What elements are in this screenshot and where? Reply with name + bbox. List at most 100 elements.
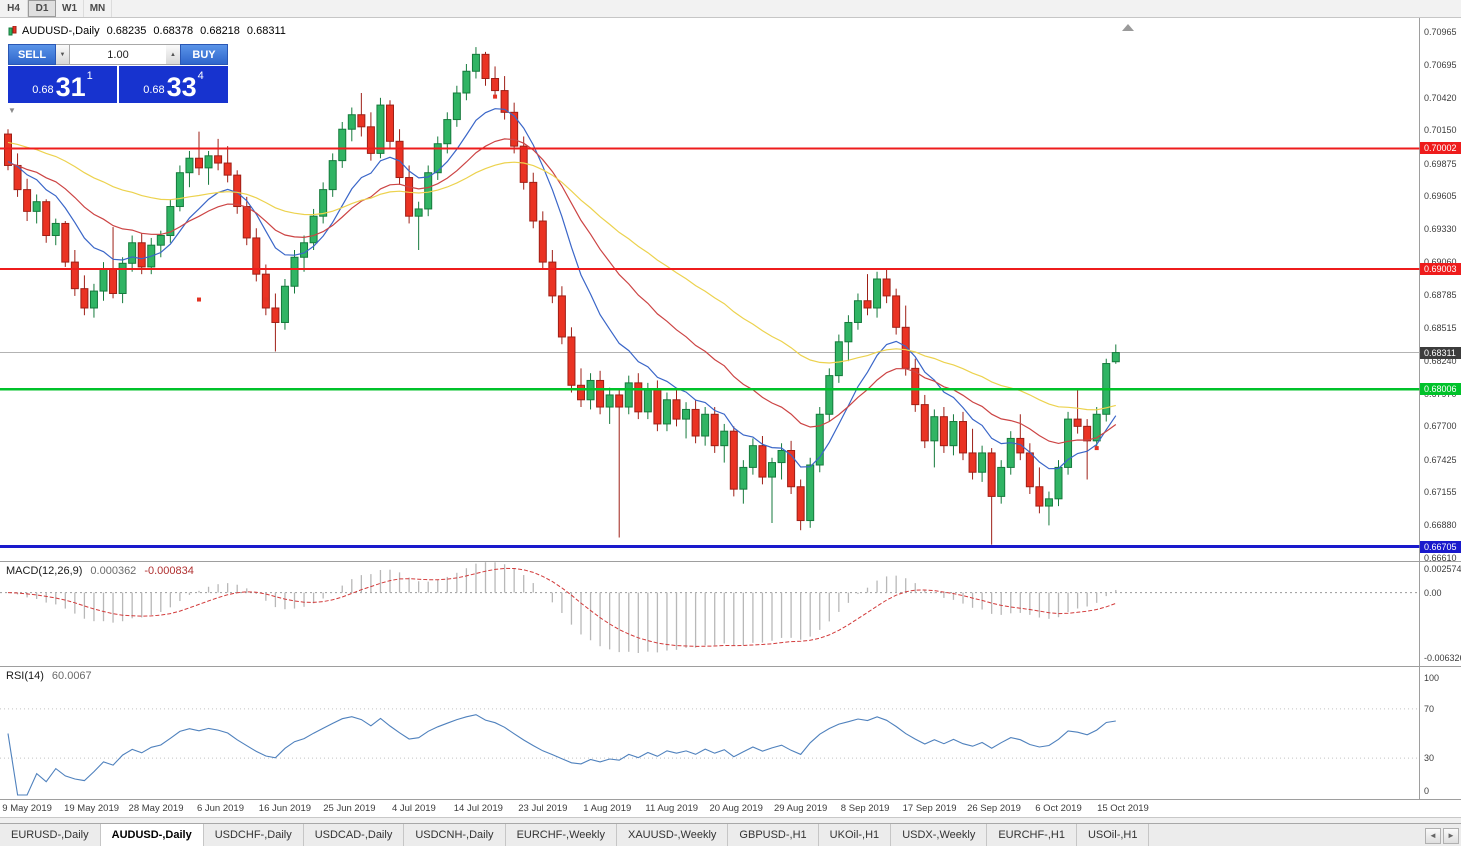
timeframe-button-h4[interactable]: H4: [0, 0, 28, 17]
price-axis-label: 0.70150: [1424, 125, 1457, 136]
price-axis-label: 0.68240: [1424, 356, 1457, 367]
time-axis-label: 6 Jun 2019: [196, 803, 244, 814]
price-axis-label: 0.67425: [1424, 454, 1457, 465]
price-axis-label: 0.68785: [1424, 290, 1457, 301]
volume-increase-icon[interactable]: ▲: [166, 44, 180, 65]
price-axis-label: 0.69875: [1424, 158, 1457, 169]
chart-open-value: 0.68235: [106, 25, 147, 37]
timeframe-button-w1[interactable]: W1: [56, 0, 84, 17]
tab-eurusd-daily[interactable]: EURUSD-,Daily: [0, 824, 101, 846]
price-axis-label: 0.70420: [1424, 92, 1457, 103]
one-click-trading-panel: SELL ▼ 1.00 ▲ BUY 0.68 31 1 0.68 33 4: [8, 44, 228, 103]
time-axis-label: 15 Oct 2019: [1097, 803, 1149, 814]
macd-signal-value: -0.000834: [144, 565, 194, 577]
time-axis-label: 14 Jul 2019: [453, 803, 503, 814]
tab-usdcnh-daily[interactable]: USDCNH-,Daily: [404, 824, 506, 846]
macd-name: MACD(12,26,9): [6, 565, 83, 577]
rsi-axis-label: 0: [1424, 786, 1430, 796]
tab-eurchf-weekly[interactable]: EURCHF-,Weekly: [505, 824, 617, 846]
candles-layer: [4, 47, 1120, 545]
macd-indicator-layer: [0, 562, 1420, 653]
chart-info-bar: AUDUSD-,Daily 0.68235 0.68378 0.68218 0.…: [8, 25, 286, 37]
timeframe-button-mn[interactable]: MN: [84, 0, 112, 17]
ma-slow-yellow: [7, 141, 1116, 411]
time-axis-label: 1 Aug 2019: [583, 803, 632, 814]
sell-button[interactable]: SELL: [8, 44, 56, 65]
sell-price-base: 0.68: [32, 84, 54, 96]
time-axis-label: 28 May 2019: [128, 803, 184, 814]
buy-price-base: 0.68: [143, 84, 165, 96]
horizontal-line-objects[interactable]: [0, 147, 1420, 549]
ma-fast-blue: [7, 108, 1117, 470]
buy-price-point: 4: [197, 70, 204, 82]
time-axis-label: 6 Oct 2019: [1035, 803, 1082, 814]
moving-averages-layer: [7, 108, 1117, 470]
volume-input[interactable]: 1.00: [70, 44, 166, 65]
timeframe-button-d1[interactable]: D1: [28, 0, 56, 17]
chart-close-value: 0.68311: [246, 25, 286, 37]
buy-price-button[interactable]: 0.68 33 4: [119, 66, 228, 103]
chart-object-markers: [197, 94, 1099, 451]
macd-axis-label: -0.006326: [1424, 653, 1461, 663]
price-axis-label: 0.66880: [1424, 520, 1457, 531]
chart-shift-marker-icon[interactable]: [1122, 24, 1134, 31]
time-axis-label: 23 Jul 2019: [518, 803, 568, 814]
pane-separators: [0, 18, 1461, 800]
shift-marker: [1122, 24, 1134, 31]
window-separator: [0, 817, 1461, 823]
tab-usdcad-daily[interactable]: USDCAD-,Daily: [303, 824, 405, 846]
chart-tabs: EURUSD-,Daily AUDUSD-,Daily USDCHF-,Daily U…: [0, 824, 1461, 846]
time-axis-label: 19 May 2019: [64, 803, 120, 814]
tab-ukoil-h1[interactable]: UKOil-,H1: [818, 824, 892, 846]
tab-scroll-left-icon[interactable]: ◄: [1425, 827, 1441, 844]
rsi-axis-label: 30: [1424, 753, 1435, 764]
price-axis-label: 0.69605: [1424, 191, 1457, 202]
price-tag: 0.66705: [1420, 540, 1461, 553]
price-axis-label: 0.70695: [1424, 59, 1457, 70]
time-axis-label: 20 Aug 2019: [709, 803, 763, 814]
price-axis-label: 0.68515: [1424, 322, 1457, 333]
price-axis: 0.70965 0.70695 0.70420 0.70150 0.69875 0.696…: [1420, 0, 1461, 800]
time-axis-label: 29 Aug 2019: [773, 803, 828, 814]
tab-eurchf-h1[interactable]: EURCHF-,H1: [987, 824, 1077, 846]
price-tag: 0.68006: [1420, 383, 1461, 396]
chart-tab-bar: EURUSD-,Daily AUDUSD-,Daily USDCHF-,Daily U…: [0, 823, 1461, 846]
ma-mid-red: [7, 138, 1117, 445]
tab-gbpusd-h1[interactable]: GBPUSD-,H1: [728, 824, 819, 846]
trade-panel-collapse-icon[interactable]: ▼: [8, 106, 16, 115]
tab-usdchf-daily[interactable]: USDCHF-,Daily: [203, 824, 304, 846]
price-axis-label: 0.67700: [1424, 421, 1457, 432]
macd-axis-label: 0.002574: [1424, 564, 1461, 574]
buy-button[interactable]: BUY: [180, 44, 228, 65]
macd-main-value: 0.000362: [90, 565, 137, 577]
rsi-name: RSI(14): [6, 670, 44, 682]
price-axis-label: 0.69060: [1424, 257, 1457, 267]
price-axis-label: 0.70965: [1424, 27, 1457, 37]
buy-price-pips: 33: [166, 72, 197, 103]
time-axis-label: 8 Sep 2019: [840, 803, 890, 814]
price-axis-label: 0.69330: [1424, 224, 1457, 235]
time-axis-label: 26 Sep 2019: [967, 803, 1021, 814]
time-axis-label: 25 Jun 2019: [323, 803, 376, 814]
price-tag: 0.69003: [1420, 262, 1461, 275]
macd-axis-label: 0.00: [1424, 587, 1442, 598]
macd-indicator-label: MACD(12,26,9) 0.000362 -0.000834: [6, 565, 194, 577]
rsi-value: 60.0067: [51, 670, 92, 682]
tab-usdx-weekly[interactable]: USDX-,Weekly: [891, 824, 988, 846]
sell-price-button[interactable]: 0.68 31 1: [8, 66, 117, 103]
bid-price-tag: 0.68311: [1420, 346, 1461, 359]
tab-usoil-h1[interactable]: USOil-,H1: [1076, 824, 1150, 846]
sell-price-pips: 31: [55, 72, 86, 103]
rsi-indicator-layer: [0, 708, 1420, 796]
tab-scroll-right-icon[interactable]: ►: [1443, 827, 1459, 844]
price-axis-label: 0.67155: [1424, 487, 1457, 498]
tab-scroll-buttons: ◄ ►: [1425, 824, 1459, 846]
time-axis-label: 9 May 2019: [2, 803, 52, 814]
volume-decrease-icon[interactable]: ▼: [56, 44, 70, 65]
timeframe-toolbar: H4 D1 W1 MN: [0, 0, 1461, 18]
tab-xauusd-weekly[interactable]: XAUUSD-,Weekly: [616, 824, 729, 846]
time-axis: 9 May 2019 19 May 2019 28 May 2019 6 Jun 20…: [0, 802, 1461, 817]
chart-high-value: 0.68378: [153, 25, 194, 37]
sell-price-point: 1: [86, 70, 93, 82]
tab-audusd-daily[interactable]: AUDUSD-,Daily: [100, 824, 204, 846]
